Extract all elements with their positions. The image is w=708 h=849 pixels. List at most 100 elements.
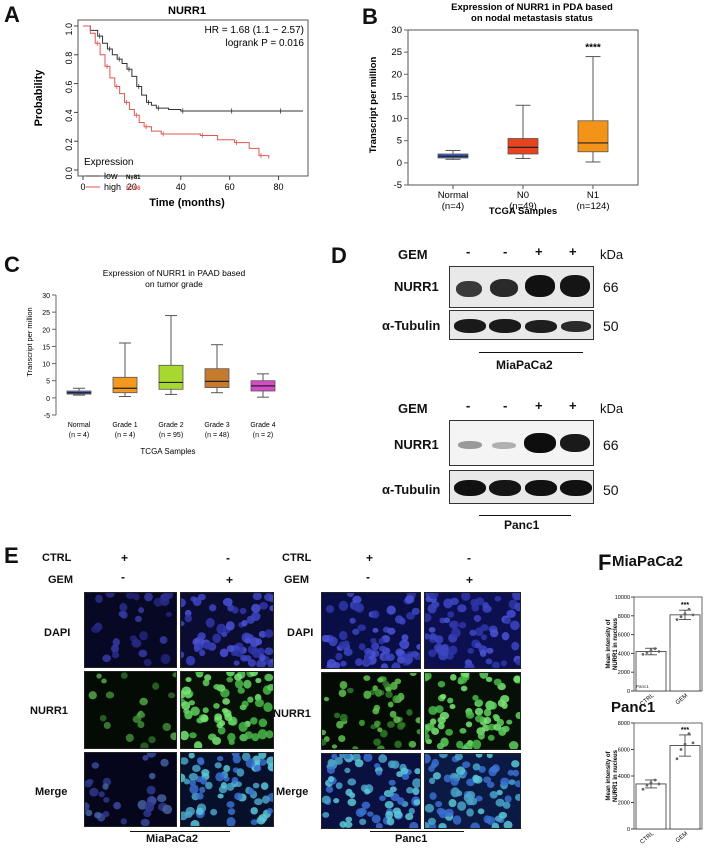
cell-nucleus — [501, 631, 510, 641]
cell-nucleus — [88, 691, 97, 700]
cell-nucleus — [386, 790, 395, 797]
cell-nucleus — [451, 627, 461, 638]
cell-nucleus — [167, 692, 176, 699]
cell-nucleus — [251, 733, 260, 742]
cell-nucleus — [387, 760, 396, 769]
cell-nucleus — [185, 677, 192, 683]
cell-nucleus — [225, 621, 235, 631]
cell-nucleus — [199, 786, 206, 794]
wb1-kda-66: 66 — [603, 279, 619, 295]
if2-merge-ctrl-image — [321, 753, 421, 829]
f-data-point — [641, 787, 645, 791]
wb2-tubulin-blot — [449, 470, 594, 504]
cell-nucleus — [411, 607, 420, 616]
km-legend-low-label: low — [104, 171, 118, 181]
cell-nucleus — [235, 781, 242, 788]
f-data-point — [679, 748, 683, 751]
f1-title-text: MiaPaCa2 — [612, 553, 683, 570]
if1-row-merge: Merge — [35, 786, 68, 798]
cell-nucleus — [425, 821, 430, 828]
if1-row-nurr1: NURR1 — [30, 705, 68, 717]
cell-nucleus — [188, 772, 198, 781]
km-survival-chart: NURR1 0 20 40 60 80 0.0 0.2 0.4 0.6 0.8 1.0 Time … — [33, 5, 309, 209]
cell-nucleus — [112, 638, 121, 647]
cell-nucleus — [511, 760, 520, 768]
wb1-cellline-label: MiaPaCa2 — [496, 358, 553, 372]
f-inset-label: Panc1 — [636, 684, 649, 689]
cell-nucleus — [364, 788, 371, 795]
cell-nucleus — [373, 720, 381, 727]
cell-nucleus — [412, 787, 420, 796]
if1-ctrl-sign-2: - — [226, 551, 230, 565]
cell-nucleus — [219, 648, 229, 658]
cell-nucleus — [344, 767, 351, 774]
f2-title-text: Panc1 — [611, 699, 656, 716]
cell-nucleus — [475, 754, 483, 758]
cell-nucleus — [373, 704, 381, 712]
cell-nucleus — [322, 795, 331, 804]
cell-nucleus — [461, 593, 471, 601]
cell-nucleus — [268, 662, 273, 667]
cell-nucleus — [514, 793, 520, 801]
cell-nucleus — [244, 731, 253, 740]
cell-nucleus — [427, 817, 437, 825]
cell-nucleus — [131, 638, 142, 648]
cell-nucleus — [385, 810, 394, 819]
grade-category-label: Grade 1 — [112, 422, 137, 429]
wb1-sign-4: + — [569, 244, 577, 259]
cell-nucleus — [377, 677, 384, 683]
cell-nucleus — [226, 672, 235, 677]
nodal-count-label: (n=4) — [442, 201, 464, 212]
nodal-y-tick-label: 20 — [391, 69, 402, 80]
cell-nucleus — [216, 623, 227, 635]
grade-boxplot-chart: Expression of NURR1 in PAAD based on tum… — [25, 268, 276, 456]
km-y-tick-label: 0.8 — [64, 52, 74, 65]
cell-nucleus — [448, 799, 457, 808]
cell-nucleus — [472, 694, 479, 701]
cell-nucleus — [504, 617, 512, 625]
cell-nucleus — [482, 601, 489, 609]
f1-title: MiaPaCa2 — [620, 574, 691, 578]
cell-nucleus — [469, 629, 477, 636]
cell-nucleus — [433, 643, 444, 653]
nodal-box-2 — [577, 120, 609, 153]
cell-nucleus — [156, 794, 167, 803]
cell-nucleus — [485, 658, 493, 665]
km-x-tick-label: 20 — [127, 182, 137, 192]
grade-count-label: (n = 4) — [115, 432, 135, 439]
cell-nucleus — [232, 754, 241, 764]
cell-nucleus — [140, 700, 146, 706]
cell-nucleus — [105, 691, 115, 699]
grade-category-label: Grade 3 — [204, 422, 229, 429]
cell-nucleus — [102, 783, 109, 790]
cell-nucleus — [86, 778, 94, 785]
cell-nucleus — [200, 777, 208, 785]
wb2-nurr1-blot — [449, 420, 594, 466]
cell-nucleus — [120, 672, 128, 679]
fluorescence-image — [85, 753, 173, 826]
cell-nucleus — [472, 739, 482, 749]
cell-nucleus — [489, 791, 498, 799]
cell-nucleus — [226, 801, 235, 808]
cell-nucleus — [486, 647, 494, 654]
cell-nucleus — [435, 705, 444, 713]
wb1-sign-2: - — [503, 244, 508, 259]
wb2-sign-2: - — [503, 398, 508, 413]
if2-row-dapi: DAPI — [287, 627, 314, 639]
cell-nucleus — [263, 702, 273, 712]
cell-nucleus — [338, 641, 347, 650]
cell-nucleus — [181, 686, 192, 695]
f-x-label: CTRL — [639, 831, 655, 846]
if2-ctrl-label: CTRL — [282, 552, 312, 564]
cell-nucleus — [448, 621, 457, 628]
cell-nucleus — [138, 649, 148, 658]
cell-nucleus — [450, 777, 459, 786]
if2-row-nurr1: NURR1 — [273, 708, 311, 720]
cell-nucleus — [254, 798, 263, 806]
nodal-y-label: Transcript per million — [368, 57, 379, 154]
cell-nucleus — [483, 716, 492, 725]
f-data-point — [691, 741, 695, 745]
nodal-title-line1: Expression of NURR1 in PDA based — [451, 2, 613, 13]
cell-nucleus — [160, 758, 169, 767]
cell-nucleus — [408, 740, 417, 748]
